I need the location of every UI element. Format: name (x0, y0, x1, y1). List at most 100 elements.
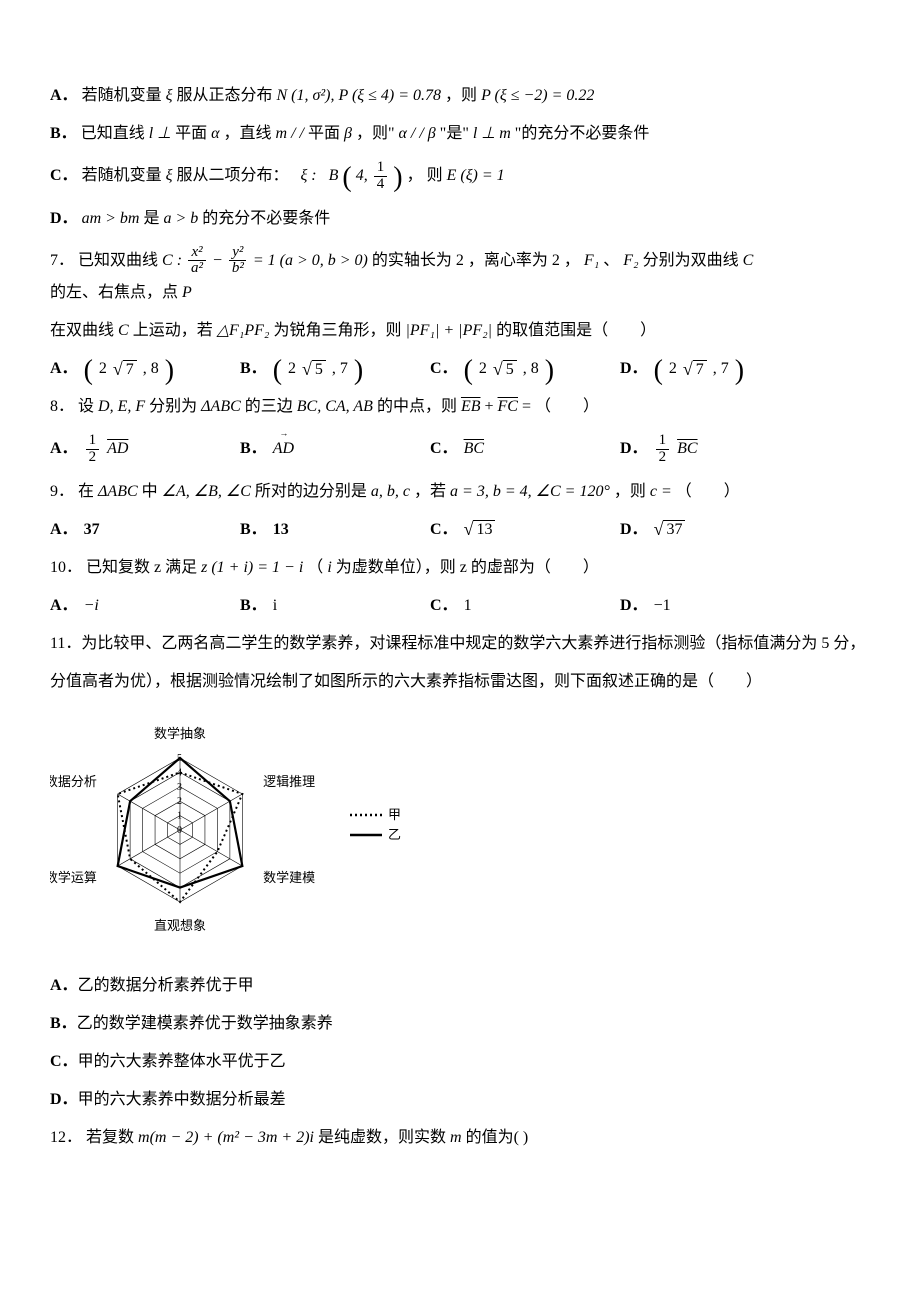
vec-EB: EB (461, 395, 481, 419)
dot: 、 (603, 249, 619, 273)
svg-text:乙: 乙 (388, 827, 401, 842)
text: "是" (440, 122, 469, 146)
text: 上运动，若 (133, 319, 213, 343)
text: 的充分不必要条件 (202, 207, 330, 231)
sqrt: √7 (683, 360, 707, 379)
opt-label: D． (620, 357, 648, 381)
q8-opt-C: C． BC (430, 433, 620, 466)
q10-opt-B: B． i (240, 594, 430, 618)
paren-open: ( (84, 360, 93, 382)
svg-text:数据分析: 数据分析 (50, 774, 97, 789)
rest: , 7 (332, 357, 348, 381)
q11-opt-B: B．乙的数学建模素养优于数学抽象素养 (50, 1012, 870, 1036)
def: D, E, F (98, 395, 145, 419)
opt-label: A． (50, 437, 78, 461)
paren-open: ( (342, 167, 351, 189)
q7-opts: A． ( 2 √7 , 8 ) B． ( 2 √5 , 7 ) C． ( 2 √… (50, 357, 870, 381)
vec-AD: AD (107, 437, 128, 461)
q11-num: 11． (50, 635, 81, 652)
opt-label: B． (240, 594, 267, 618)
q7-opt-A: A． ( 2 √7 , 8 ) (50, 357, 240, 381)
xi: ξ : (300, 164, 316, 188)
paren-open: ( (464, 360, 473, 382)
cond: a = 3, b = 4, ∠C = 120° (450, 480, 610, 504)
text: 为锐角三角形，则 (273, 319, 401, 343)
minus: − (212, 249, 223, 273)
paren-close: ) (393, 167, 402, 189)
text: 在 (78, 480, 94, 504)
text: 分别为 (149, 395, 197, 419)
rest: , 8 (523, 357, 539, 381)
q11-text2: 分值高者为优），根据测验情况绘制了如图所示的六大素养指标雷达图，则下面叙述正确的… (50, 670, 870, 694)
paren-close: ) (545, 360, 554, 382)
sqrt: √5 (302, 360, 326, 379)
opt-label: B． (240, 518, 267, 542)
c: c = (650, 480, 672, 504)
math: N (1, σ²), P (ξ ≤ 4) = 0.78 (276, 84, 441, 108)
P: P (182, 281, 192, 305)
svg-text:甲: 甲 (388, 807, 401, 822)
q9-line: 9． 在 ΔABC 中 ∠A, ∠B, ∠C 所对的边分别是 a, b, c ，… (50, 480, 870, 504)
q11-opt-A: A．乙的数据分析素养优于甲 (50, 974, 870, 998)
paren-open: ( (654, 360, 663, 382)
text: ，则 (445, 84, 477, 108)
text: 若随机变量 (82, 84, 162, 108)
label-B: B． (50, 122, 77, 146)
math: α / / β (399, 122, 436, 146)
num: y² (229, 245, 246, 262)
math: l ⊥ (149, 122, 171, 146)
opt-value: 1 (464, 594, 472, 618)
opt-label: C． (430, 594, 458, 618)
rest: , 8 (143, 357, 159, 381)
C: C : (162, 249, 182, 273)
text: 为虚数单位），则 z 的虚部为（ ） (336, 556, 599, 580)
q9-num: 9． (50, 480, 74, 504)
opt-value: 乙的数据分析素养优于甲 (78, 977, 254, 994)
text: 已知复数 z 满足 (86, 556, 197, 580)
opt-label: B． (50, 1015, 77, 1032)
den: 4 (374, 177, 388, 193)
opt-value: 37 (84, 518, 100, 542)
num: x² (188, 245, 205, 262)
q8-opt-D: D． 1 2 BC (620, 433, 810, 466)
opt-label: A． (50, 518, 78, 542)
sqrt: √7 (113, 360, 137, 379)
radar-svg: 012345数学抽象逻辑推理数学建模直观想象数学运算数据分析甲乙 (50, 710, 430, 950)
opt-label: D． (620, 437, 648, 461)
paren-close: ) (735, 360, 744, 382)
stmt-D: D． am > bm 是 a > b 的充分不必要条件 (50, 207, 870, 231)
opt-value: 乙的数学建模素养优于数学抽象素养 (77, 1015, 333, 1032)
eq: z (1 + i) = 1 − i (201, 556, 303, 580)
four: 4, (356, 164, 368, 188)
opt-label: A． (50, 977, 78, 994)
svg-text:逻辑推理: 逻辑推理 (263, 774, 315, 789)
text: "的充分不必要条件 (515, 122, 650, 146)
math: E (ξ) = 1 (447, 164, 505, 188)
expr: m(m − 2) + (m² − 3m + 2)i (138, 1126, 314, 1150)
q9-opt-A: A． 37 (50, 518, 240, 542)
vec-BC: BC (677, 437, 697, 461)
q12-num: 12． (50, 1126, 82, 1150)
math: P (ξ ≤ −2) = 0.22 (481, 84, 594, 108)
svg-text:数学运算: 数学运算 (50, 870, 97, 885)
text: ， 则 (407, 164, 443, 188)
two: 2 (669, 357, 677, 381)
m: m (450, 1126, 462, 1150)
text: 是 (143, 207, 159, 231)
math: β (344, 122, 352, 146)
text: 分别为双曲线 (643, 249, 739, 273)
stmt-B: B． 已知直线 l ⊥ 平面 α ，直线 m / / 平面 β ，则" α / … (50, 122, 870, 146)
q7-opt-D: D． ( 2 √7 , 7 ) (620, 357, 810, 381)
q8-opt-A: A． 1 2 AD (50, 433, 240, 466)
abcv: a, b, c (371, 480, 410, 504)
C: C (743, 249, 754, 273)
paren-close: ) (165, 360, 174, 382)
paren-close: ) (354, 360, 363, 382)
svg-text:直观想象: 直观想象 (154, 918, 206, 933)
text: 已知双曲线 (78, 249, 158, 273)
opt-label: D． (50, 1091, 78, 1108)
svg-text:0: 0 (177, 825, 182, 836)
q7-num: 7． (50, 249, 74, 273)
q7-opt-B: B． ( 2 √5 , 7 ) (240, 357, 430, 381)
text: 若复数 (86, 1126, 134, 1150)
